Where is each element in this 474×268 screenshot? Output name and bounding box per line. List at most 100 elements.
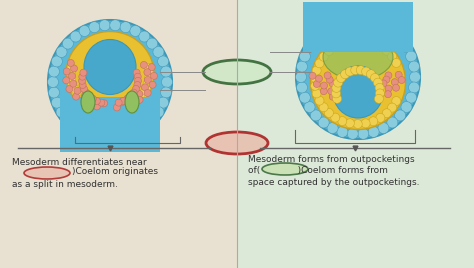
Ellipse shape [66, 32, 154, 117]
Ellipse shape [82, 99, 89, 106]
Ellipse shape [81, 85, 88, 92]
FancyBboxPatch shape [303, 2, 413, 52]
Ellipse shape [385, 72, 392, 79]
Ellipse shape [48, 87, 59, 98]
Ellipse shape [358, 128, 369, 139]
Ellipse shape [67, 64, 76, 73]
Ellipse shape [353, 35, 362, 44]
Ellipse shape [139, 89, 148, 98]
Ellipse shape [362, 67, 371, 76]
Ellipse shape [24, 167, 70, 179]
Ellipse shape [153, 46, 164, 58]
Ellipse shape [295, 72, 307, 83]
Ellipse shape [51, 56, 63, 67]
Ellipse shape [63, 68, 70, 75]
Ellipse shape [67, 59, 74, 66]
Ellipse shape [395, 33, 406, 44]
Ellipse shape [108, 107, 117, 116]
Ellipse shape [315, 59, 324, 68]
Ellipse shape [375, 89, 384, 98]
Ellipse shape [369, 38, 378, 47]
Ellipse shape [313, 80, 320, 87]
Ellipse shape [67, 74, 76, 83]
Ellipse shape [346, 94, 354, 102]
Ellipse shape [367, 94, 374, 100]
Ellipse shape [296, 82, 308, 93]
Ellipse shape [333, 66, 383, 118]
Ellipse shape [331, 42, 340, 51]
Ellipse shape [395, 71, 402, 78]
Ellipse shape [79, 77, 85, 84]
Ellipse shape [136, 96, 143, 103]
Ellipse shape [346, 67, 355, 76]
Ellipse shape [134, 81, 141, 88]
Ellipse shape [382, 109, 391, 118]
Ellipse shape [63, 38, 73, 49]
Ellipse shape [93, 98, 100, 105]
Ellipse shape [203, 60, 271, 84]
Ellipse shape [366, 70, 375, 79]
Ellipse shape [387, 26, 398, 37]
Ellipse shape [347, 15, 358, 26]
Ellipse shape [124, 103, 133, 112]
Ellipse shape [406, 51, 417, 62]
Ellipse shape [158, 97, 169, 108]
Ellipse shape [74, 87, 81, 94]
Ellipse shape [363, 90, 369, 97]
Ellipse shape [338, 38, 347, 47]
Ellipse shape [113, 104, 120, 111]
Ellipse shape [93, 103, 100, 110]
Text: as a split in mesoderm.: as a split in mesoderm. [12, 180, 118, 189]
Ellipse shape [319, 52, 328, 61]
Ellipse shape [66, 85, 73, 92]
Ellipse shape [75, 93, 84, 102]
Ellipse shape [144, 64, 153, 73]
Ellipse shape [337, 73, 346, 83]
Ellipse shape [357, 91, 364, 98]
Bar [0, 0, 237, 268]
Ellipse shape [100, 100, 108, 107]
Ellipse shape [374, 78, 383, 87]
Ellipse shape [51, 97, 63, 108]
Ellipse shape [79, 25, 90, 36]
Ellipse shape [124, 95, 131, 102]
Ellipse shape [89, 131, 100, 142]
Ellipse shape [410, 72, 420, 83]
Ellipse shape [309, 72, 316, 79]
Ellipse shape [375, 83, 384, 92]
Ellipse shape [401, 102, 412, 113]
Ellipse shape [337, 17, 348, 28]
Text: Mesoderm differentiates near: Mesoderm differentiates near [12, 158, 146, 167]
Ellipse shape [141, 84, 150, 93]
Ellipse shape [383, 76, 390, 83]
Ellipse shape [103, 107, 112, 116]
Ellipse shape [144, 69, 151, 76]
Ellipse shape [333, 94, 342, 103]
Ellipse shape [206, 132, 268, 154]
Ellipse shape [83, 100, 92, 109]
Ellipse shape [329, 93, 337, 100]
Ellipse shape [319, 103, 328, 112]
Ellipse shape [118, 99, 125, 106]
Ellipse shape [148, 64, 155, 71]
Ellipse shape [98, 107, 107, 116]
Ellipse shape [310, 110, 321, 121]
Ellipse shape [329, 80, 336, 87]
Ellipse shape [409, 61, 419, 72]
Ellipse shape [337, 86, 344, 93]
Ellipse shape [382, 46, 391, 55]
Ellipse shape [161, 66, 172, 77]
Ellipse shape [48, 20, 172, 144]
Ellipse shape [367, 88, 374, 95]
Ellipse shape [310, 35, 405, 129]
Ellipse shape [409, 82, 419, 93]
Ellipse shape [304, 102, 315, 113]
Ellipse shape [320, 88, 327, 95]
Ellipse shape [369, 117, 378, 126]
Ellipse shape [385, 85, 392, 92]
Ellipse shape [312, 66, 321, 75]
Ellipse shape [378, 20, 389, 31]
Ellipse shape [132, 97, 141, 106]
Ellipse shape [70, 84, 79, 93]
Ellipse shape [361, 119, 370, 128]
